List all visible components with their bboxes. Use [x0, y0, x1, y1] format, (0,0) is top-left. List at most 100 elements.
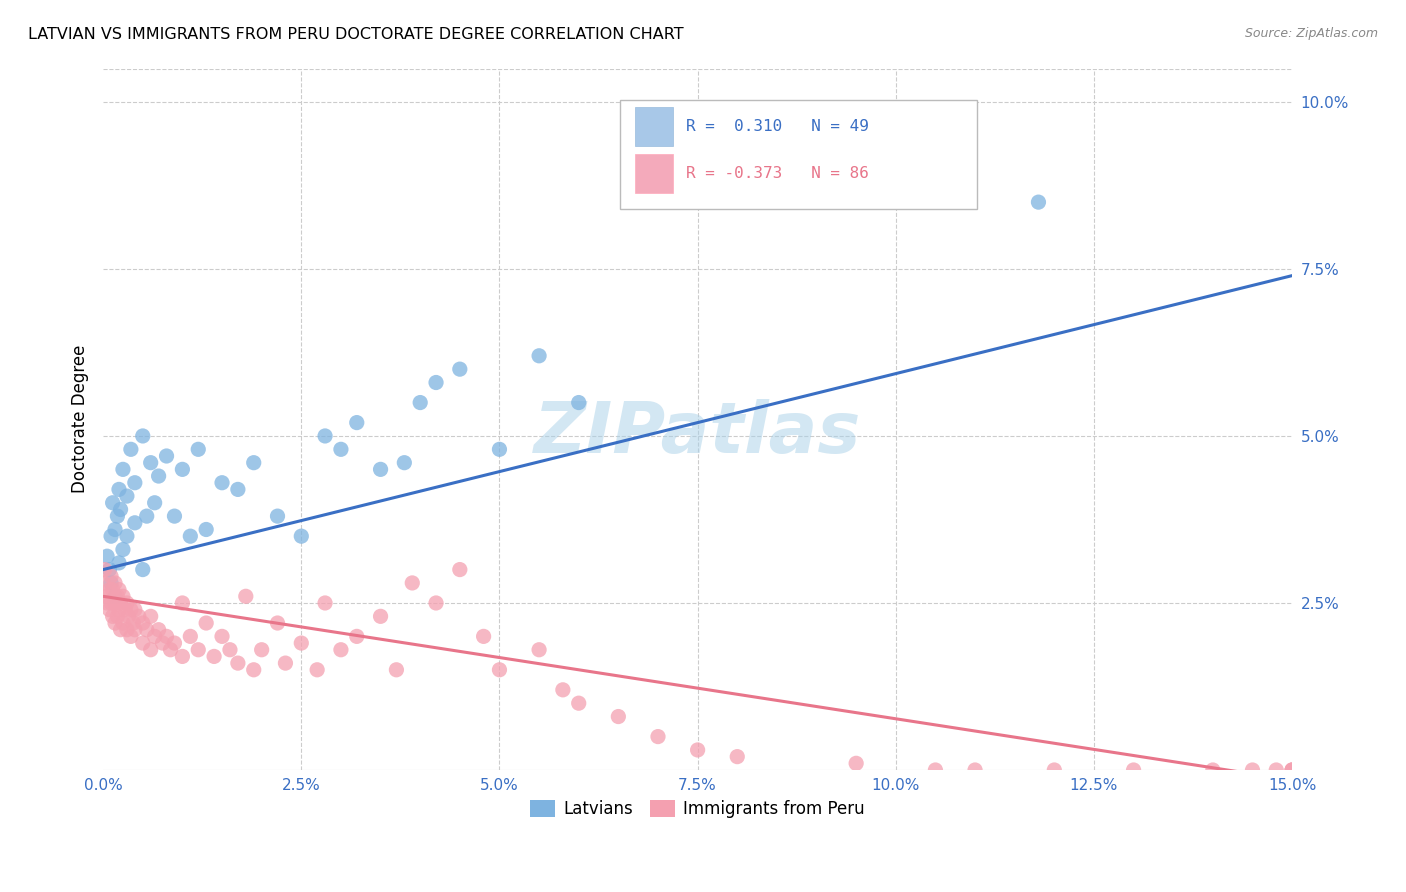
Point — [172, 462, 194, 476]
Point — [1202, 763, 1225, 777]
Point — [346, 416, 368, 430]
Point — [551, 682, 574, 697]
Point — [568, 395, 591, 409]
Point — [120, 602, 142, 616]
Point — [266, 615, 288, 630]
Point — [226, 483, 249, 497]
Point — [187, 442, 209, 457]
Point — [98, 563, 121, 577]
Point — [527, 642, 550, 657]
Point — [401, 576, 423, 591]
Point — [139, 456, 162, 470]
Point — [111, 462, 134, 476]
Point — [132, 429, 155, 443]
Point — [93, 563, 115, 577]
Text: Source: ZipAtlas.com: Source: ZipAtlas.com — [1244, 27, 1378, 40]
Point — [143, 629, 166, 643]
Point — [242, 663, 264, 677]
Point — [329, 442, 352, 457]
Point — [385, 663, 408, 677]
Point — [114, 602, 136, 616]
Point — [115, 529, 138, 543]
Point — [163, 509, 186, 524]
Point — [110, 502, 132, 516]
Point — [124, 602, 146, 616]
Point — [108, 582, 131, 597]
Point — [120, 629, 142, 643]
Point — [266, 509, 288, 524]
Point — [425, 376, 447, 390]
Point — [179, 629, 201, 643]
Point — [290, 636, 312, 650]
Point — [105, 509, 128, 524]
Point — [900, 128, 922, 143]
Point — [195, 615, 218, 630]
Text: ZIPatlas: ZIPatlas — [534, 399, 862, 467]
Point — [449, 563, 471, 577]
Point — [143, 496, 166, 510]
Point — [187, 642, 209, 657]
Point — [155, 449, 177, 463]
Point — [111, 615, 134, 630]
Point — [235, 589, 257, 603]
Bar — [620, 100, 977, 209]
Text: R =  0.310   N = 49: R = 0.310 N = 49 — [686, 119, 869, 134]
Point — [128, 609, 150, 624]
Point — [1281, 763, 1303, 777]
Point — [172, 649, 194, 664]
Point — [346, 629, 368, 643]
Point — [172, 596, 194, 610]
Point — [135, 509, 157, 524]
Point — [1028, 195, 1050, 210]
Point — [1043, 763, 1066, 777]
Point — [122, 615, 145, 630]
Point — [290, 529, 312, 543]
Point — [1265, 763, 1288, 777]
Point — [139, 609, 162, 624]
Point — [152, 636, 174, 650]
Point — [963, 763, 986, 777]
Point — [104, 615, 127, 630]
Point — [108, 483, 131, 497]
Point — [96, 596, 118, 610]
Point — [370, 462, 392, 476]
Point — [314, 429, 336, 443]
Point — [108, 602, 131, 616]
Point — [1241, 763, 1264, 777]
Point — [1281, 763, 1303, 777]
Point — [115, 489, 138, 503]
Point — [845, 756, 868, 771]
Point — [329, 642, 352, 657]
Point — [104, 589, 127, 603]
Point — [91, 576, 114, 591]
Point — [1122, 763, 1144, 777]
Point — [100, 576, 122, 591]
Point — [110, 623, 132, 637]
Point — [242, 456, 264, 470]
Point — [527, 349, 550, 363]
Point — [725, 749, 748, 764]
Point — [104, 523, 127, 537]
Point — [132, 636, 155, 650]
Bar — [634, 154, 672, 193]
Point — [124, 623, 146, 637]
Point — [425, 596, 447, 610]
Point — [111, 589, 134, 603]
Point — [117, 609, 139, 624]
Point — [488, 663, 510, 677]
Point — [139, 642, 162, 657]
Point — [96, 549, 118, 564]
Point — [163, 636, 186, 650]
Point — [101, 496, 124, 510]
Point — [370, 609, 392, 624]
Legend: Latvians, Immigrants from Peru: Latvians, Immigrants from Peru — [523, 793, 872, 825]
Point — [662, 175, 685, 189]
Point — [307, 663, 329, 677]
Point — [110, 596, 132, 610]
Point — [148, 469, 170, 483]
Y-axis label: Doctorate Degree: Doctorate Degree — [72, 345, 89, 493]
Point — [132, 615, 155, 630]
Point — [100, 569, 122, 583]
Point — [314, 596, 336, 610]
Point — [159, 642, 181, 657]
